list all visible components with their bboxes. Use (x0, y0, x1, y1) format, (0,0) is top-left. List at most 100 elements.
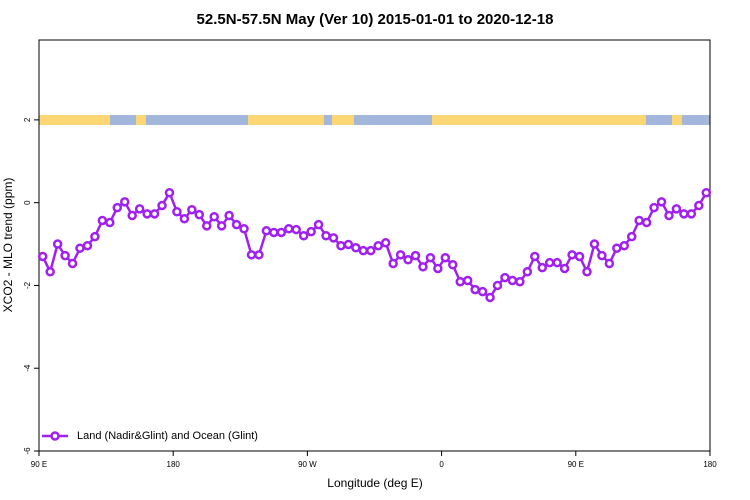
legend-marker (50, 431, 60, 441)
ocean-band (39, 115, 710, 125)
y-axis-label: XCO2 - MLO trend (ppm) (1, 178, 15, 313)
land-band (332, 115, 354, 125)
x-tick-label: 0 (439, 460, 444, 469)
x-axis-label: Longitude (deg E) (327, 476, 422, 490)
point (604, 258, 615, 269)
land-band (432, 115, 646, 125)
point (90, 231, 100, 242)
point (597, 250, 607, 261)
point (634, 215, 644, 226)
point (395, 250, 406, 260)
point (246, 250, 257, 260)
point (462, 275, 473, 286)
point (574, 251, 585, 262)
point (664, 210, 674, 221)
point (544, 257, 555, 268)
point (626, 231, 637, 242)
point (492, 280, 503, 291)
land-ocean-strip (39, 115, 710, 125)
point (298, 231, 309, 241)
point (366, 245, 376, 256)
land-band (136, 115, 146, 125)
plot-frame (38, 39, 711, 452)
point (582, 267, 592, 277)
point (269, 227, 279, 238)
point (641, 217, 652, 228)
point (559, 263, 570, 274)
point (671, 204, 682, 214)
land-band (39, 115, 110, 125)
y-tick-label: 0 (23, 200, 32, 205)
point (373, 240, 383, 251)
point (537, 262, 547, 273)
point (649, 202, 659, 213)
point (194, 209, 205, 220)
point (328, 233, 339, 243)
point (477, 286, 488, 297)
point (276, 227, 287, 238)
x-tick-label: 90 E (31, 460, 47, 469)
point (552, 257, 562, 268)
point (291, 224, 301, 235)
point (470, 284, 480, 295)
point (455, 276, 465, 287)
point (567, 250, 577, 260)
point (37, 251, 48, 262)
y-tick-label: 2 (23, 117, 32, 122)
point (97, 215, 108, 226)
point (60, 250, 70, 261)
land-band (248, 115, 324, 125)
point (202, 221, 212, 231)
point (433, 263, 443, 274)
point (149, 209, 160, 219)
point (425, 252, 436, 263)
point (388, 258, 398, 269)
legend-label: Land (Nadir&Glint) and Ocean (Glint) (77, 430, 258, 442)
point (284, 223, 294, 234)
point (306, 226, 316, 237)
x-tick-label: 180 (167, 460, 181, 469)
point (500, 272, 510, 283)
point (440, 252, 451, 263)
point (45, 267, 55, 277)
point (216, 221, 227, 231)
point (410, 250, 421, 261)
point (336, 240, 346, 251)
point (351, 243, 361, 253)
point (224, 210, 234, 221)
point (612, 243, 622, 253)
point (418, 262, 428, 272)
point (686, 209, 697, 219)
point (380, 238, 391, 248)
point (67, 258, 78, 269)
point (403, 255, 413, 265)
point (254, 250, 264, 260)
x-tick-label: 180 (703, 460, 717, 469)
point (112, 202, 123, 213)
land-band (672, 115, 682, 125)
point (656, 197, 667, 207)
point (515, 276, 525, 287)
y-tick-label: -2 (23, 281, 32, 289)
point (485, 292, 495, 303)
point (313, 219, 324, 230)
point (105, 217, 115, 228)
x-tick-label: 90 E (568, 460, 584, 469)
point (679, 209, 689, 219)
point (157, 200, 167, 211)
point (75, 243, 85, 253)
x-tick-label: 90 W (298, 460, 317, 469)
point (239, 223, 249, 234)
point (134, 204, 145, 214)
point (164, 187, 175, 198)
point (619, 240, 630, 251)
point (530, 251, 540, 262)
point (358, 245, 369, 256)
y-tick-label: -4 (23, 364, 32, 372)
point (231, 219, 242, 230)
point (119, 197, 130, 207)
point (507, 275, 518, 286)
point (448, 259, 458, 270)
chart-title: 52.5N-57.5N May (Ver 10) 2015-01-01 to 2… (197, 11, 554, 28)
